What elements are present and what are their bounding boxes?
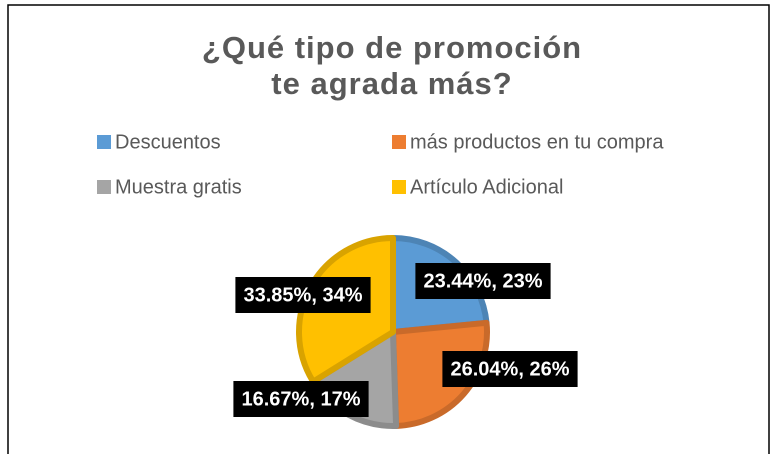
legend-label: Descuentos — [115, 131, 221, 153]
data-label-box — [415, 263, 551, 299]
legend-swatch — [392, 135, 406, 149]
legend-swatch — [97, 135, 111, 149]
chart-title: te agrada más? — [271, 66, 512, 101]
legend-swatch — [97, 180, 111, 194]
chart-title: ¿Qué tipo de promoción — [202, 30, 582, 65]
data-label: 16.67%, 17% — [242, 388, 361, 410]
legend-swatch — [392, 180, 406, 194]
data-label: 26.04%, 26% — [451, 358, 570, 380]
pie-slice — [390, 319, 490, 429]
data-label-box — [233, 381, 369, 417]
legend-label: más productos en tu compra — [410, 131, 664, 153]
data-label-box — [442, 351, 578, 387]
data-label: 33.85%, 34% — [244, 284, 363, 306]
data-label-box — [235, 277, 371, 313]
legend-label: Artículo Adicional — [410, 176, 563, 198]
legend-label: Muestra gratis — [115, 176, 242, 198]
data-label: 23.44%, 23% — [424, 270, 543, 292]
